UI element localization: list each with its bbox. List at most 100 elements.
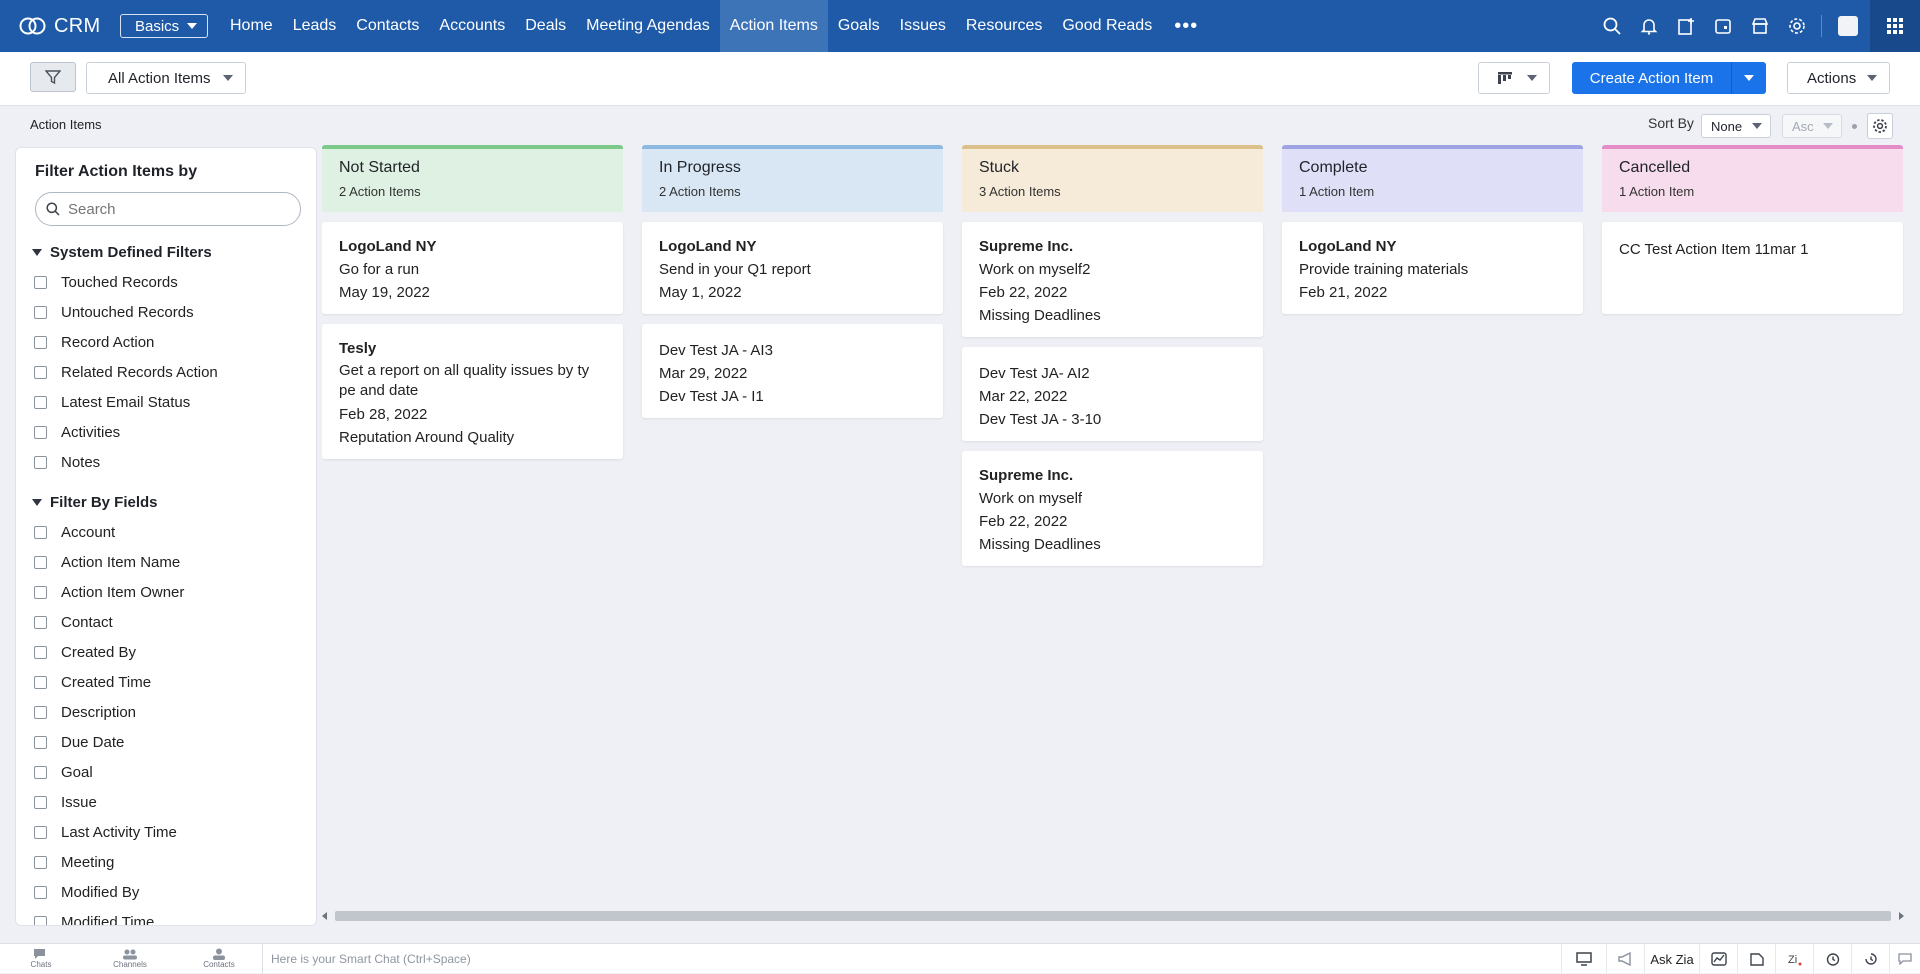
- filter-field-created-time[interactable]: Created Time: [34, 674, 151, 691]
- edition-switcher[interactable]: Basics: [120, 14, 208, 38]
- checkbox[interactable]: [34, 366, 47, 379]
- search-icon[interactable]: [1593, 0, 1630, 52]
- kanban-card[interactable]: Tesly Get a report on all quality issues…: [322, 324, 623, 459]
- checkbox[interactable]: [34, 646, 47, 659]
- board-horizontal-scrollbar[interactable]: [322, 910, 1904, 922]
- kanban-card[interactable]: Supreme Inc. Work on myself Feb 22, 2022…: [962, 451, 1263, 566]
- scrollbar-thumb[interactable]: [335, 911, 1891, 921]
- kanban-view-switcher[interactable]: [1478, 62, 1550, 94]
- sort-field-select[interactable]: None: [1701, 114, 1771, 138]
- filter-field-modified-by[interactable]: Modified By: [34, 884, 139, 901]
- new-entry-icon[interactable]: [1667, 0, 1704, 52]
- tab-leads[interactable]: Leads: [292, 17, 337, 34]
- scroll-left-arrow-icon[interactable]: [322, 912, 327, 920]
- filter-field-account[interactable]: Account: [34, 524, 115, 541]
- filter-field-modified-time[interactable]: Modified Time: [34, 914, 154, 925]
- filter-field-due-date[interactable]: Due Date: [34, 734, 124, 751]
- screen-share-icon[interactable]: [1561, 944, 1606, 974]
- gear-icon[interactable]: [1778, 0, 1815, 52]
- checkbox[interactable]: [34, 556, 47, 569]
- announcement-icon[interactable]: [1606, 944, 1644, 974]
- create-action-item-label[interactable]: Create Action Item: [1572, 62, 1732, 94]
- search-input[interactable]: [66, 199, 270, 219]
- board-settings-button[interactable]: [1867, 113, 1893, 139]
- analytics-icon[interactable]: [1699, 944, 1737, 974]
- ask-zia-button[interactable]: Ask Zia: [1644, 944, 1699, 974]
- checkbox[interactable]: [34, 396, 47, 409]
- bottom-contacts[interactable]: Contacts: [189, 948, 249, 969]
- checkbox[interactable]: [34, 886, 47, 899]
- tab-meeting-agendas[interactable]: Meeting Agendas: [586, 17, 710, 34]
- filter-field-meeting[interactable]: Meeting: [34, 854, 114, 871]
- checkbox[interactable]: [34, 706, 47, 719]
- kanban-card[interactable]: Supreme Inc. Work on myself2 Feb 22, 202…: [962, 222, 1263, 337]
- filter-field-description[interactable]: Description: [34, 704, 136, 721]
- filter-search[interactable]: [35, 192, 301, 226]
- apps-grid-icon[interactable]: [1870, 0, 1920, 52]
- checkbox[interactable]: [34, 916, 47, 925]
- actions-button[interactable]: Actions: [1787, 62, 1890, 94]
- checkbox[interactable]: [34, 766, 47, 779]
- filter-related-records-action[interactable]: Related Records Action: [34, 364, 218, 381]
- filter-activities[interactable]: Activities: [34, 424, 120, 441]
- tab-issues[interactable]: Issues: [899, 17, 946, 34]
- filter-field-last-activity-time[interactable]: Last Activity Time: [34, 824, 177, 841]
- crm-logo[interactable]: CRM: [18, 15, 102, 38]
- bottom-chats[interactable]: Chats: [11, 948, 71, 969]
- alarm-icon[interactable]: [1813, 944, 1851, 974]
- calendar-icon[interactable]: [1704, 0, 1741, 52]
- kanban-card[interactable]: LogoLand NY Send in your Q1 report May 1…: [642, 222, 943, 314]
- field-filters-toggle[interactable]: Filter By Fields: [32, 494, 158, 511]
- filter-notes[interactable]: Notes: [34, 454, 100, 471]
- system-filters-toggle[interactable]: System Defined Filters: [32, 244, 212, 261]
- history-icon[interactable]: [1851, 944, 1889, 974]
- marketplace-icon[interactable]: [1741, 0, 1778, 52]
- filter-field-action-item-owner[interactable]: Action Item Owner: [34, 584, 184, 601]
- zia-icon[interactable]: Zi: [1775, 944, 1813, 974]
- kanban-card[interactable]: CC Test Action Item 11mar 1: [1602, 222, 1903, 314]
- tab-contacts[interactable]: Contacts: [356, 17, 420, 34]
- tab-goals[interactable]: Goals: [837, 17, 880, 34]
- checkbox[interactable]: [34, 336, 47, 349]
- bottom-channels[interactable]: Channels: [100, 948, 160, 969]
- scroll-right-arrow-icon[interactable]: [1899, 912, 1904, 920]
- filter-latest-email-status[interactable]: Latest Email Status: [34, 394, 190, 411]
- filter-toggle-button[interactable]: [30, 62, 76, 92]
- filter-field-created-by[interactable]: Created By: [34, 644, 136, 661]
- checkbox[interactable]: [34, 526, 47, 539]
- smart-chat-input[interactable]: Here is your Smart Chat (Ctrl+Space): [271, 952, 471, 966]
- filter-field-contact[interactable]: Contact: [34, 614, 113, 631]
- more-tabs-button[interactable]: •••: [1174, 14, 1199, 37]
- tab-action-items[interactable]: Action Items: [719, 0, 828, 52]
- kanban-card[interactable]: Dev Test JA- AI2 Mar 22, 2022 Dev Test J…: [962, 347, 1263, 441]
- filter-field-goal[interactable]: Goal: [34, 764, 93, 781]
- checkbox[interactable]: [34, 426, 47, 439]
- create-options-dropdown[interactable]: [1732, 62, 1766, 94]
- checkbox[interactable]: [34, 676, 47, 689]
- tab-deals[interactable]: Deals: [525, 17, 567, 34]
- checkbox[interactable]: [34, 456, 47, 469]
- bell-icon[interactable]: [1630, 0, 1667, 52]
- tab-resources[interactable]: Resources: [965, 17, 1043, 34]
- checkbox[interactable]: [34, 856, 47, 869]
- checkbox[interactable]: [34, 736, 47, 749]
- view-selector[interactable]: All Action Items: [86, 62, 246, 94]
- checkbox[interactable]: [34, 796, 47, 809]
- filter-record-action[interactable]: Record Action: [34, 334, 154, 351]
- checkbox[interactable]: [34, 306, 47, 319]
- checkbox[interactable]: [34, 586, 47, 599]
- tab-good-reads[interactable]: Good Reads: [1062, 17, 1153, 34]
- kanban-card[interactable]: LogoLand NY Go for a run May 19, 2022: [322, 222, 623, 314]
- checkbox[interactable]: [34, 616, 47, 629]
- filter-untouched-records[interactable]: Untouched Records: [34, 304, 194, 321]
- checkbox[interactable]: [34, 276, 47, 289]
- avatar[interactable]: [1838, 16, 1858, 36]
- tab-accounts[interactable]: Accounts: [439, 17, 506, 34]
- feedback-icon[interactable]: [1889, 944, 1920, 974]
- kanban-card[interactable]: Dev Test JA - AI3 Mar 29, 2022 Dev Test …: [642, 324, 943, 418]
- filter-touched-records[interactable]: Touched Records: [34, 274, 178, 291]
- filter-field-action-item-name[interactable]: Action Item Name: [34, 554, 180, 571]
- create-action-item-button[interactable]: Create Action Item: [1572, 62, 1766, 94]
- checkbox[interactable]: [34, 826, 47, 839]
- filter-field-issue[interactable]: Issue: [34, 794, 97, 811]
